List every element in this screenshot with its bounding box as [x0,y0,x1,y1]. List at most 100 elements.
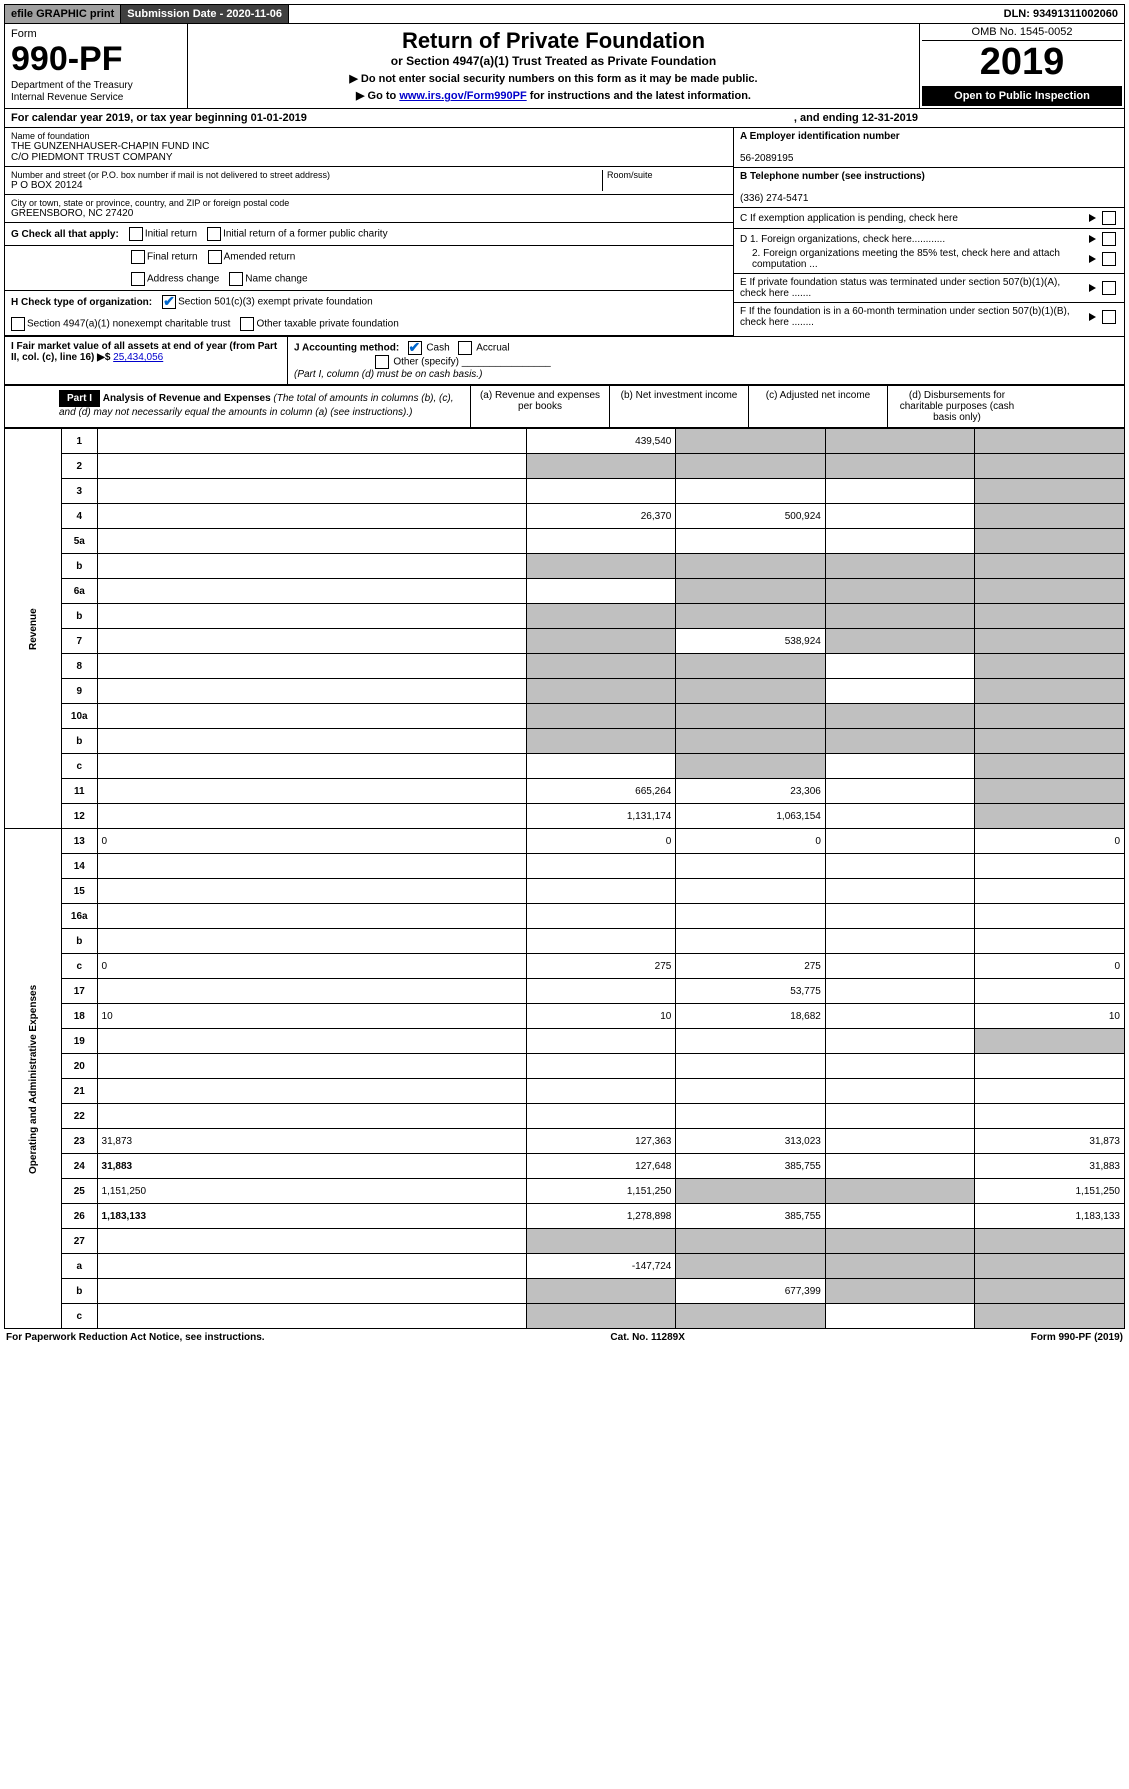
row-desc [97,1054,526,1079]
cell-b [676,854,826,879]
cb-amended[interactable] [208,250,222,264]
cell-a [526,1279,676,1304]
cb-accrual[interactable] [458,341,472,355]
h-check-row: H Check type of organization: Section 50… [5,291,733,313]
cell-c [825,654,975,679]
row-desc [97,1254,526,1279]
cb-501c3[interactable] [162,295,176,309]
arrow-icon [1089,284,1096,292]
cal-begin: For calendar year 2019, or tax year begi… [11,112,307,124]
table-row: 21 [5,1079,1125,1104]
cell-d [975,804,1125,829]
row-num: 18 [62,1004,98,1029]
form-link[interactable]: www.irs.gov/Form990PF [399,90,526,102]
expenses-label: Operating and Administrative Expenses [5,829,62,1329]
i-value[interactable]: 25,434,056 [113,352,163,363]
table-row: 261,183,1331,278,898385,7551,183,133 [5,1204,1125,1229]
ein-cell: A Employer identification number 56-2089… [734,128,1124,168]
table-row: b [5,929,1125,954]
row-desc: 10 [97,1004,526,1029]
cb-other-tax[interactable] [240,317,254,331]
table-row: 5a [5,529,1125,554]
f-cell: F If the foundation is in a 60-month ter… [734,303,1124,331]
cb-e[interactable] [1102,281,1116,295]
cal-ending: , and ending 12-31-2019 [794,112,918,124]
cb-d2[interactable] [1102,252,1116,266]
top-spacer [289,5,998,23]
cb-other-method[interactable] [375,355,389,369]
cell-c [825,629,975,654]
table-row: 11665,26423,306 [5,779,1125,804]
cb-cash[interactable] [408,341,422,355]
footer-mid: Cat. No. 11289X [610,1332,684,1343]
cell-c [825,1079,975,1104]
cb-d1[interactable] [1102,232,1116,246]
row-desc [97,429,526,454]
a-label: A Employer identification number [740,131,900,142]
cb-f[interactable] [1102,310,1116,324]
cb-address[interactable] [131,272,145,286]
row-num: 22 [62,1104,98,1129]
row-desc [97,654,526,679]
cell-c [825,1229,975,1254]
row-desc [97,704,526,729]
row-desc [97,904,526,929]
dln-label: DLN: 93491311002060 [998,5,1124,23]
c-label: C If exemption application is pending, c… [740,213,1089,224]
cell-d [975,579,1125,604]
cell-b [676,454,826,479]
cell-b [676,529,826,554]
cell-b [676,579,826,604]
f-label: F If the foundation is in a 60-month ter… [740,306,1089,328]
footer-right: Form 990-PF (2019) [1031,1332,1123,1343]
cell-b [676,1179,826,1204]
row-desc [97,979,526,1004]
cell-b [676,1054,826,1079]
cell-c [825,729,975,754]
cell-d [975,479,1125,504]
cb-initial-former[interactable] [207,227,221,241]
header-right: OMB No. 1545-0052 2019 Open to Public In… [920,24,1124,108]
cell-d [975,1279,1125,1304]
cell-d [975,704,1125,729]
cell-b: 385,755 [676,1204,826,1229]
cell-d [975,654,1125,679]
row-desc [97,1029,526,1054]
table-row: c [5,754,1125,779]
row-num: 12 [62,804,98,829]
row-desc: 0 [97,954,526,979]
footer-left: For Paperwork Reduction Act Notice, see … [6,1332,265,1343]
cell-b [676,554,826,579]
cb-c[interactable] [1102,211,1116,225]
tax-year: 2019 [922,41,1122,84]
cell-a: -147,724 [526,1254,676,1279]
e-cell: E If private foundation status was termi… [734,274,1124,303]
row-desc [97,679,526,704]
cell-d: 31,873 [975,1129,1125,1154]
cell-a [526,879,676,904]
cell-c [825,504,975,529]
calendar-row: For calendar year 2019, or tax year begi… [4,109,1125,128]
cb-final[interactable] [131,250,145,264]
cell-a: 1,131,174 [526,804,676,829]
row-desc [97,1079,526,1104]
d-cell: D 1. Foreign organizations, check here..… [734,229,1124,274]
cell-b [676,429,826,454]
cell-b: 23,306 [676,779,826,804]
form-header: Form 990-PF Department of the Treasury I… [4,24,1125,109]
cell-d [975,729,1125,754]
cb-4947[interactable] [11,317,25,331]
row-desc [97,929,526,954]
row-desc [97,629,526,654]
row-num: 8 [62,654,98,679]
row-num: 26 [62,1204,98,1229]
cb-name[interactable] [229,272,243,286]
cell-b [676,704,826,729]
cell-a: 127,363 [526,1129,676,1154]
cb-initial[interactable] [129,227,143,241]
table-row: c [5,1304,1125,1329]
row-desc [97,1279,526,1304]
open-inspection: Open to Public Inspection [922,86,1122,106]
cell-c [825,1104,975,1129]
cell-d [975,1104,1125,1129]
